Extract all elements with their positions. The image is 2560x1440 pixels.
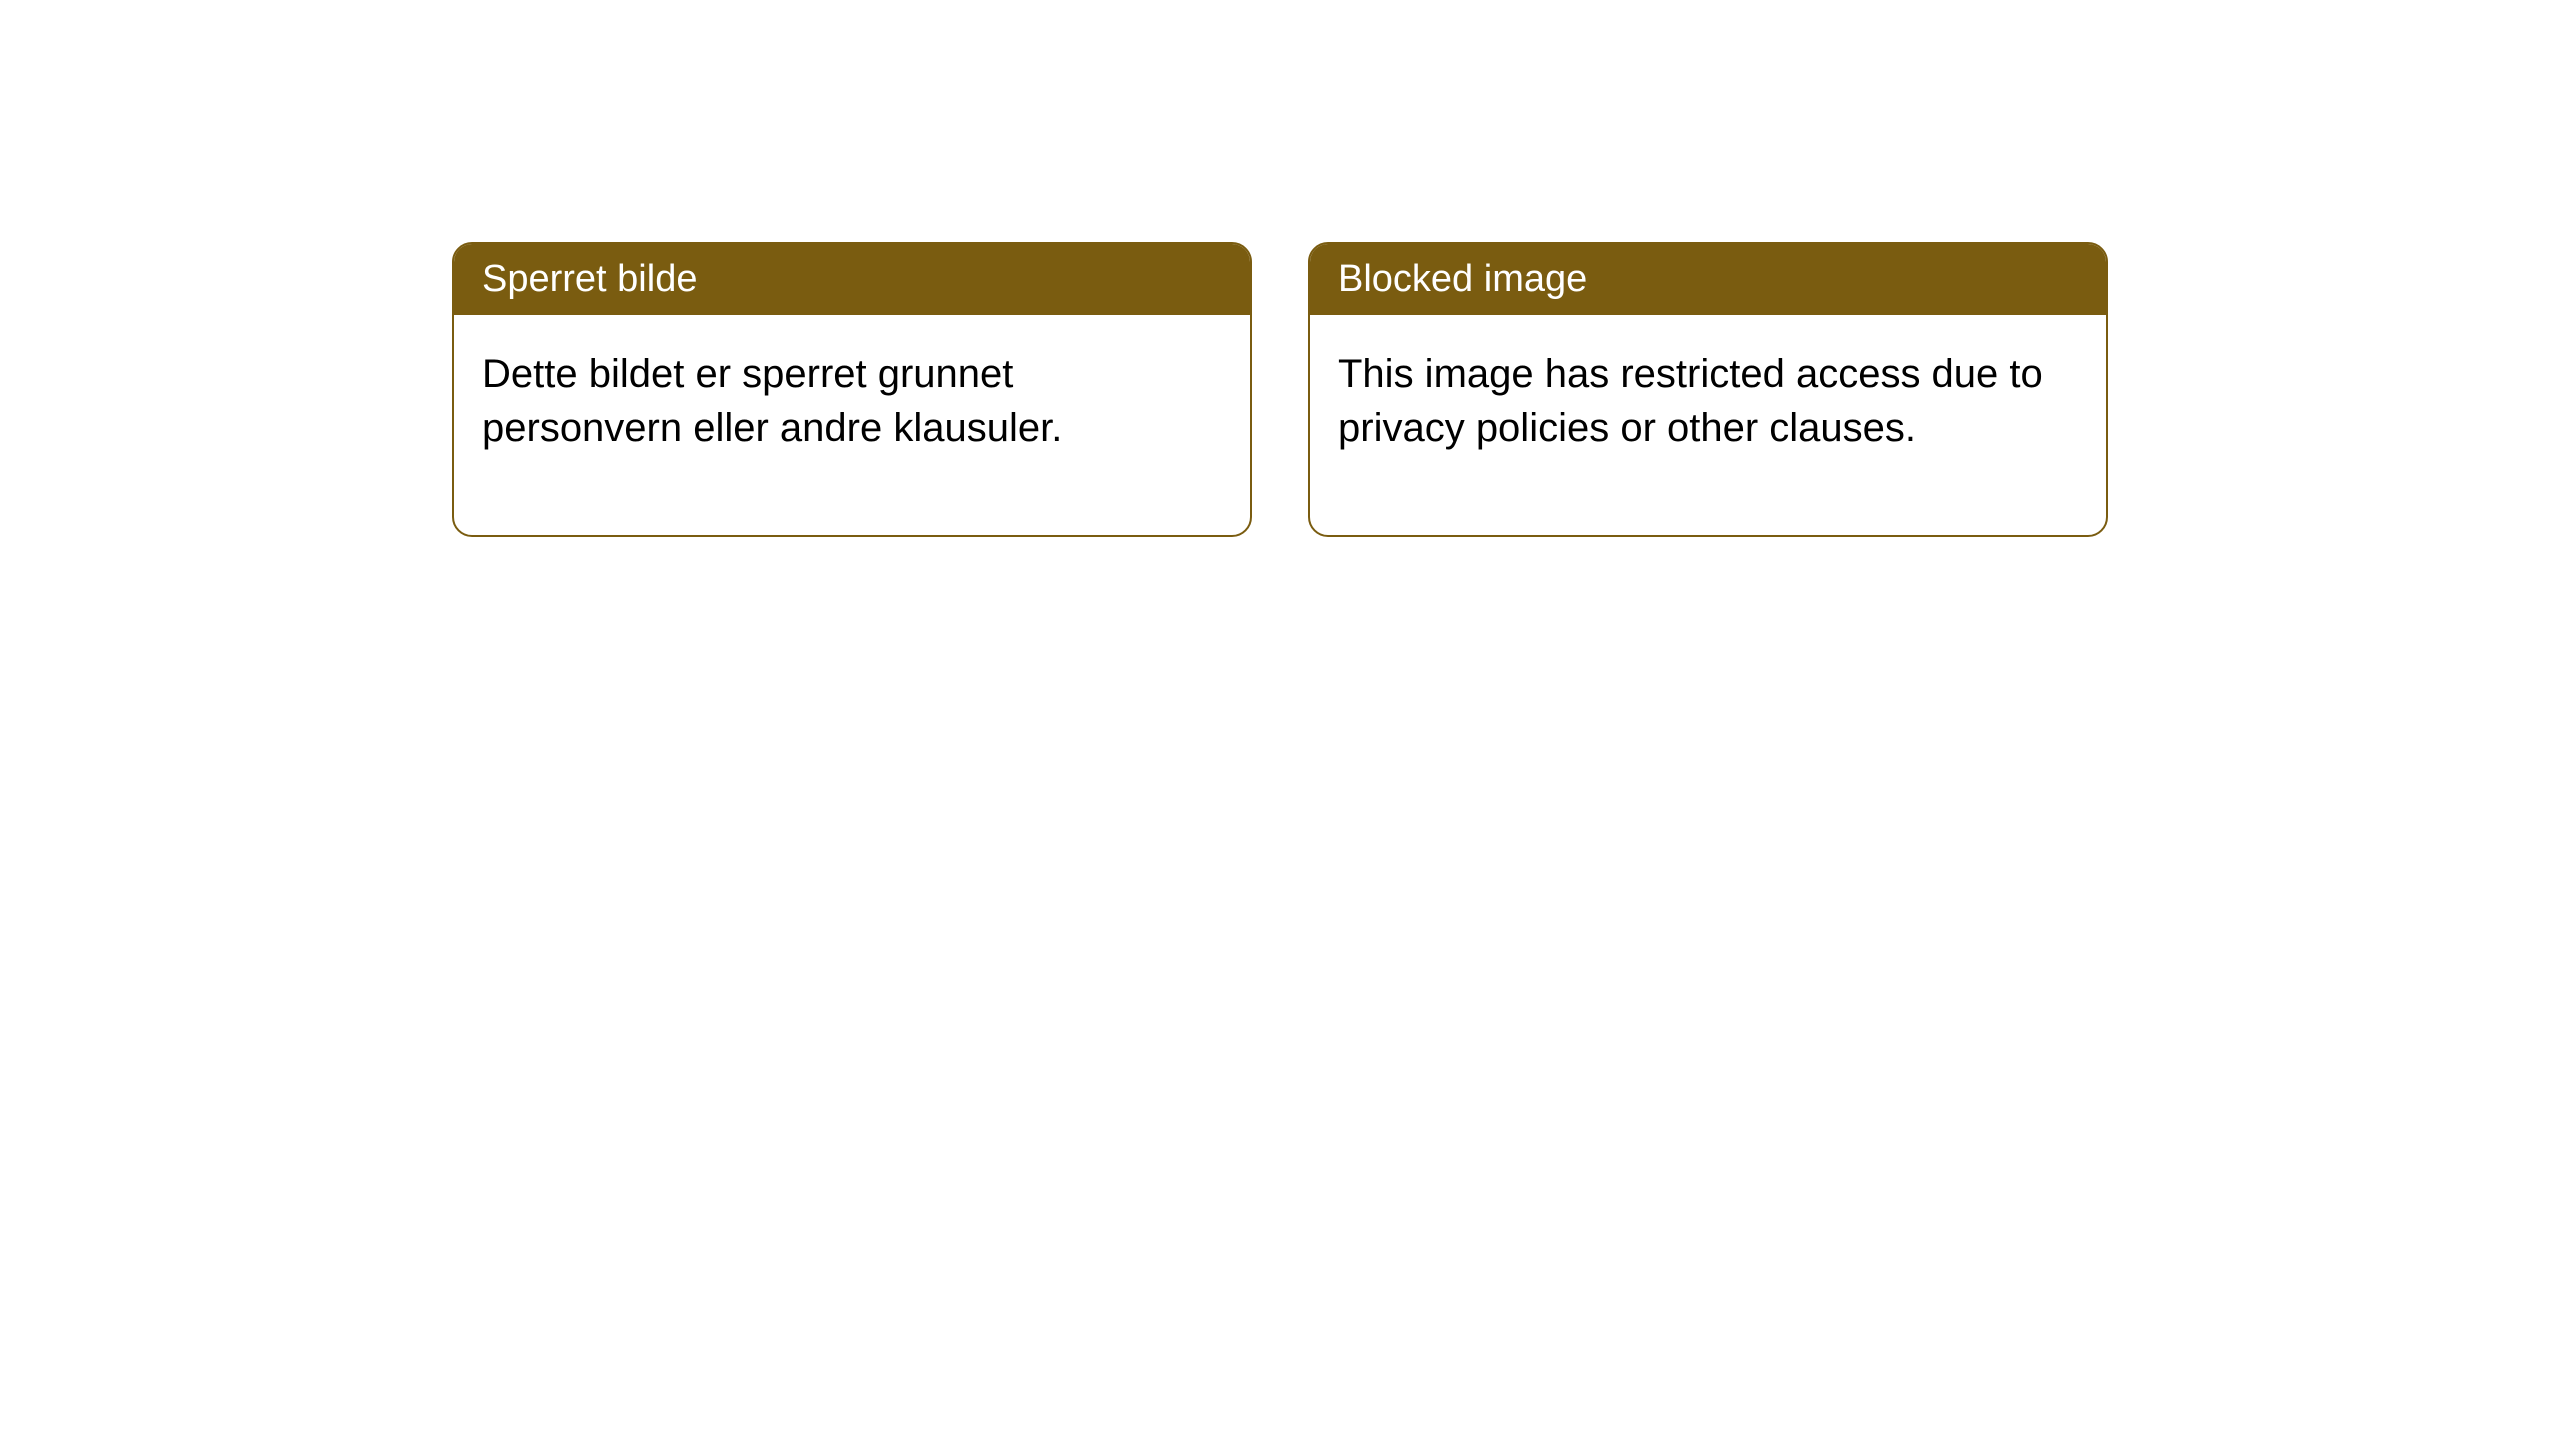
notice-card-norwegian: Sperret bilde Dette bildet er sperret gr… — [452, 242, 1252, 537]
notice-card-english: Blocked image This image has restricted … — [1308, 242, 2108, 537]
card-header: Sperret bilde — [454, 244, 1250, 315]
card-body: This image has restricted access due to … — [1310, 315, 2106, 535]
card-title: Sperret bilde — [482, 258, 697, 300]
card-title: Blocked image — [1338, 258, 1587, 300]
card-body: Dette bildet er sperret grunnet personve… — [454, 315, 1250, 535]
card-header: Blocked image — [1310, 244, 2106, 315]
notice-cards-container: Sperret bilde Dette bildet er sperret gr… — [452, 242, 2108, 537]
card-body-text: This image has restricted access due to … — [1338, 352, 2043, 450]
card-body-text: Dette bildet er sperret grunnet personve… — [482, 352, 1062, 450]
